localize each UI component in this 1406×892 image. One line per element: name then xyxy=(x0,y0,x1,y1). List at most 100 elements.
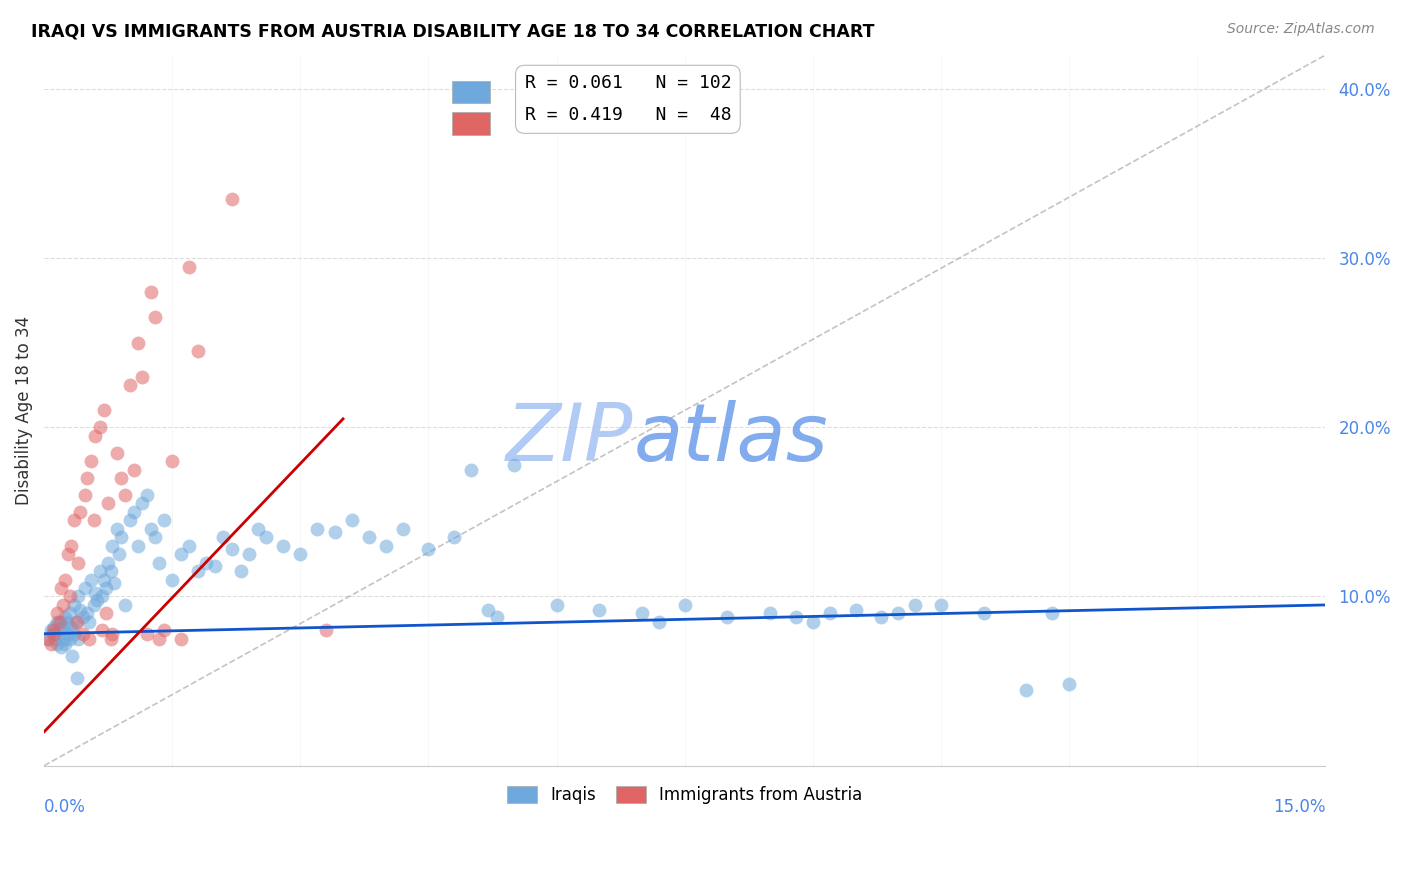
Point xyxy=(844,603,866,617)
Point xyxy=(460,462,482,476)
Point xyxy=(818,607,841,621)
Point xyxy=(72,609,94,624)
Point xyxy=(152,513,174,527)
Point xyxy=(105,445,128,459)
Point xyxy=(315,624,337,638)
Point xyxy=(631,607,654,621)
Point xyxy=(785,609,807,624)
Point xyxy=(59,590,82,604)
Point xyxy=(127,335,149,350)
Point xyxy=(69,505,91,519)
Point xyxy=(52,598,75,612)
Point xyxy=(887,607,910,621)
Point xyxy=(67,590,90,604)
Point xyxy=(80,454,103,468)
Text: Source: ZipAtlas.com: Source: ZipAtlas.com xyxy=(1227,22,1375,37)
Point xyxy=(51,581,73,595)
Point xyxy=(374,539,396,553)
Text: 15.0%: 15.0% xyxy=(1272,797,1326,815)
Point xyxy=(97,496,120,510)
Point xyxy=(51,615,73,629)
Point xyxy=(65,671,87,685)
Point xyxy=(77,632,100,646)
Legend: Iraqis, Immigrants from Austria: Iraqis, Immigrants from Austria xyxy=(501,779,869,811)
Point xyxy=(101,626,124,640)
Point xyxy=(127,539,149,553)
Point xyxy=(160,454,183,468)
Point xyxy=(221,542,243,557)
Point xyxy=(118,513,141,527)
Point xyxy=(477,603,499,617)
Point xyxy=(392,522,415,536)
Point xyxy=(55,637,77,651)
Point xyxy=(45,637,67,651)
Point xyxy=(131,369,153,384)
Point xyxy=(187,564,209,578)
Point xyxy=(716,609,738,624)
Y-axis label: Disability Age 18 to 34: Disability Age 18 to 34 xyxy=(15,316,32,505)
Point xyxy=(59,607,82,621)
Point xyxy=(135,626,157,640)
Point xyxy=(56,626,79,640)
Point xyxy=(179,539,201,553)
Point xyxy=(93,403,115,417)
Point xyxy=(187,344,209,359)
Point xyxy=(37,632,59,646)
FancyBboxPatch shape xyxy=(451,80,489,103)
Point xyxy=(60,539,83,553)
Point xyxy=(588,603,610,617)
Point xyxy=(179,260,201,274)
FancyBboxPatch shape xyxy=(451,112,489,135)
Point xyxy=(100,632,122,646)
Point xyxy=(135,488,157,502)
Text: R = 0.061   N = 102
R = 0.419   N =  48: R = 0.061 N = 102 R = 0.419 N = 48 xyxy=(524,74,731,124)
Text: ZIP: ZIP xyxy=(506,400,634,478)
Point xyxy=(143,530,166,544)
Point xyxy=(139,285,162,299)
Point xyxy=(52,620,75,634)
Point xyxy=(65,615,87,629)
Point xyxy=(63,598,86,612)
Point xyxy=(759,607,782,621)
Point xyxy=(39,624,62,638)
Point xyxy=(94,607,117,621)
Point xyxy=(648,615,671,629)
Point xyxy=(45,607,67,621)
Point xyxy=(93,573,115,587)
Point xyxy=(204,559,226,574)
Point xyxy=(418,542,440,557)
Point xyxy=(246,522,269,536)
Point xyxy=(195,556,218,570)
Point xyxy=(55,609,77,624)
Point xyxy=(83,598,105,612)
Point xyxy=(340,513,363,527)
Point xyxy=(75,581,97,595)
Text: atlas: atlas xyxy=(634,400,828,478)
Point xyxy=(170,547,193,561)
Point xyxy=(75,488,97,502)
Point xyxy=(229,564,252,578)
Point xyxy=(101,539,124,553)
Text: IRAQI VS IMMIGRANTS FROM AUSTRIA DISABILITY AGE 18 TO 34 CORRELATION CHART: IRAQI VS IMMIGRANTS FROM AUSTRIA DISABIL… xyxy=(31,22,875,40)
Point xyxy=(39,637,62,651)
Point xyxy=(89,420,111,434)
Point xyxy=(100,564,122,578)
Point xyxy=(801,615,824,629)
Point xyxy=(60,648,83,663)
Point xyxy=(323,525,346,540)
Point xyxy=(148,556,170,570)
Point xyxy=(290,547,312,561)
Point xyxy=(238,547,260,561)
Point xyxy=(48,615,70,629)
Point xyxy=(122,462,145,476)
Point xyxy=(904,598,927,612)
Point xyxy=(673,598,696,612)
Point xyxy=(1057,677,1080,691)
Point xyxy=(131,496,153,510)
Point xyxy=(52,632,75,646)
Point xyxy=(63,513,86,527)
Point xyxy=(443,530,465,544)
Point xyxy=(45,615,67,629)
Point xyxy=(357,530,380,544)
Point xyxy=(307,522,329,536)
